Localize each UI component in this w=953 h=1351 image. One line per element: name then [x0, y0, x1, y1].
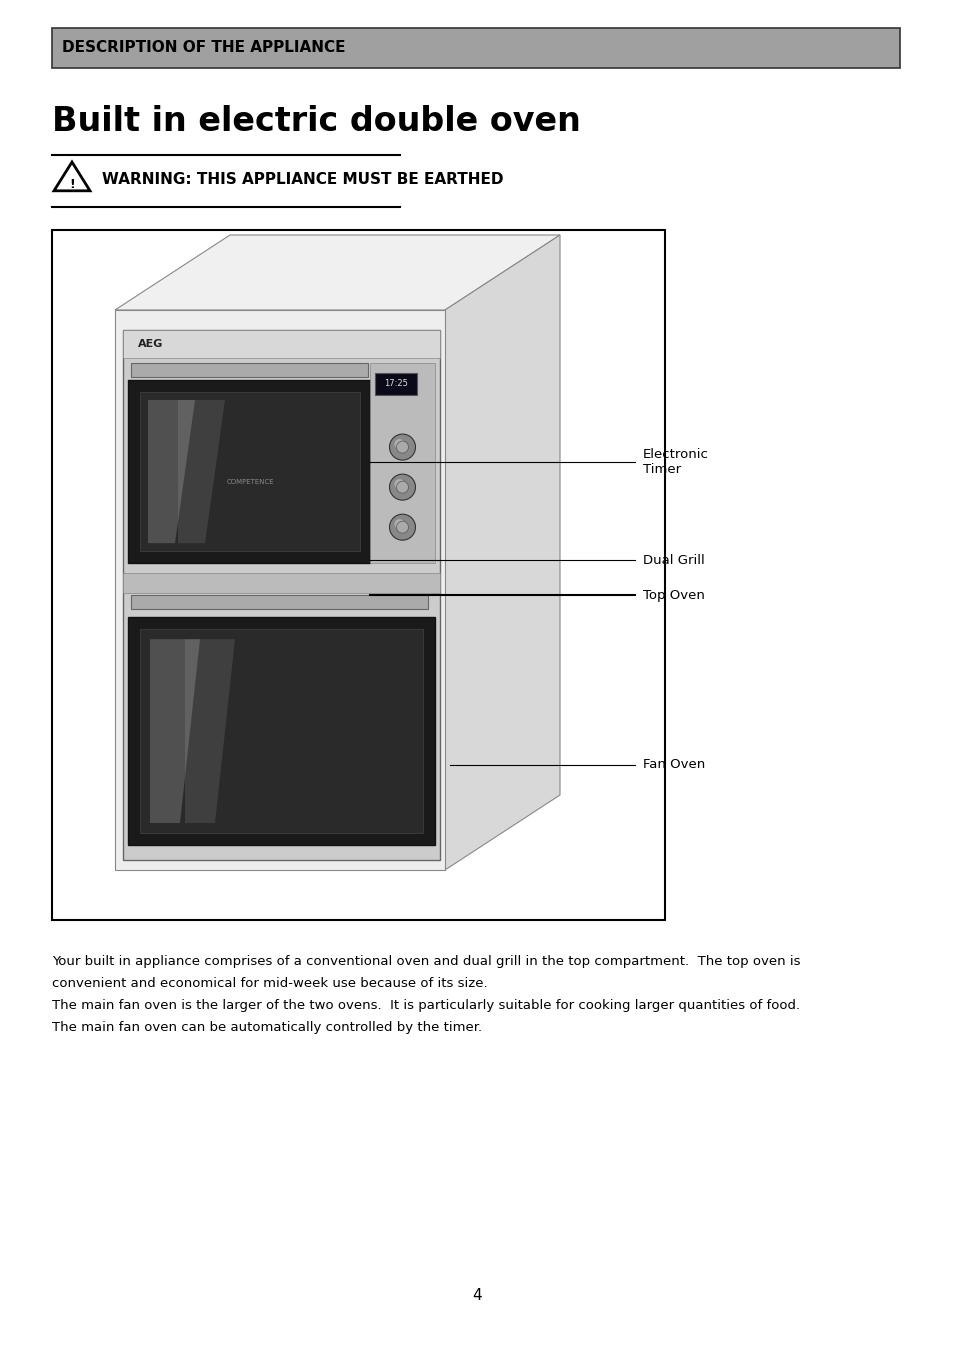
Circle shape — [389, 474, 416, 500]
Circle shape — [395, 439, 404, 449]
Polygon shape — [150, 639, 200, 823]
Text: Fan Oven: Fan Oven — [642, 758, 704, 771]
Bar — [52, 28, 899, 68]
Text: Built in electric double oven: Built in electric double oven — [52, 105, 580, 138]
Polygon shape — [115, 235, 559, 309]
Bar — [123, 330, 439, 861]
Circle shape — [389, 434, 416, 461]
Bar — [123, 330, 439, 358]
Text: 4: 4 — [472, 1288, 481, 1302]
Polygon shape — [444, 235, 559, 870]
Text: 17:25: 17:25 — [384, 380, 408, 389]
Polygon shape — [178, 400, 225, 543]
Text: convenient and economical for mid-week use because of its size.: convenient and economical for mid-week u… — [52, 977, 487, 990]
Bar — [370, 363, 435, 563]
Bar — [140, 630, 422, 834]
Text: Top Oven: Top Oven — [642, 589, 704, 601]
Text: Your built in appliance comprises of a conventional oven and dual grill in the t: Your built in appliance comprises of a c… — [52, 955, 800, 969]
Bar — [375, 373, 416, 394]
Text: DESCRIPTION OF THE APPLIANCE: DESCRIPTION OF THE APPLIANCE — [62, 41, 345, 55]
Bar — [140, 392, 359, 551]
Bar — [128, 380, 370, 563]
Text: The main fan oven is the larger of the two ovens.  It is particularly suitable f: The main fan oven is the larger of the t… — [52, 998, 800, 1012]
Bar — [115, 309, 444, 870]
Bar — [123, 573, 439, 593]
Bar — [128, 617, 435, 844]
Circle shape — [395, 519, 404, 530]
Circle shape — [396, 481, 408, 493]
Polygon shape — [148, 400, 194, 543]
Polygon shape — [54, 162, 90, 190]
Circle shape — [395, 480, 404, 489]
Bar — [131, 596, 428, 609]
Text: Electronic
Timer: Electronic Timer — [642, 449, 708, 476]
Text: !: ! — [69, 177, 74, 190]
Circle shape — [396, 440, 408, 453]
Text: The main fan oven can be automatically controlled by the timer.: The main fan oven can be automatically c… — [52, 1021, 481, 1034]
Circle shape — [396, 521, 408, 534]
Text: AEG: AEG — [138, 339, 163, 349]
Text: COMPETENCE: COMPETENCE — [226, 478, 274, 485]
Bar — [52, 230, 664, 920]
Circle shape — [389, 515, 416, 540]
Text: Dual Grill: Dual Grill — [642, 554, 704, 566]
Polygon shape — [185, 639, 234, 823]
Text: WARNING: THIS APPLIANCE MUST BE EARTHED: WARNING: THIS APPLIANCE MUST BE EARTHED — [102, 173, 503, 188]
Bar — [131, 363, 368, 377]
